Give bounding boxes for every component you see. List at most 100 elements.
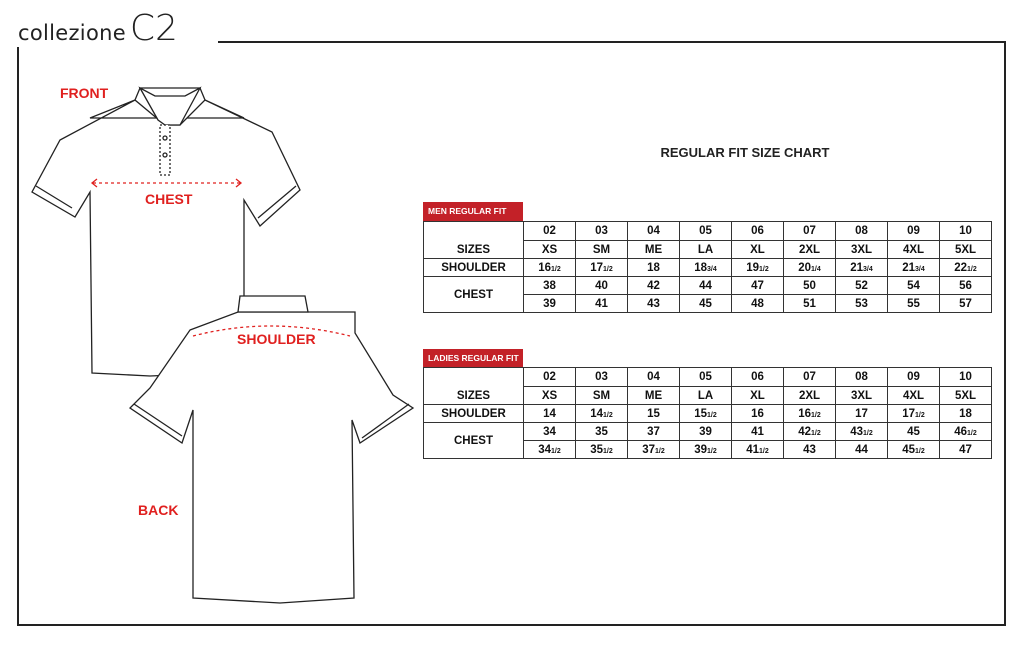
men-table-tag: MEN REGULAR FIT [423,202,523,221]
size-code-cell: 10 [939,367,992,387]
size-code-cell: 03 [575,221,628,241]
fraction: 1/2 [863,429,873,437]
fraction: 1/2 [655,447,665,455]
chest-label: CHEST [145,191,193,207]
frame-left [17,47,19,626]
chest-max-cell: 411/2 [731,440,784,459]
chest-min-cell: 461/2 [939,422,992,441]
size-cell: 5XL [939,240,992,259]
chest-min-cell: 54 [887,276,940,295]
chest-max-cell: 51 [783,294,836,313]
size-cell: XL [731,386,784,405]
chest-min-cell: 35 [575,422,628,441]
size-cell: XL [731,240,784,259]
fraction: 1/2 [551,265,561,273]
size-cell: 2XL [783,386,836,405]
shoulder-cell: 18 [627,258,680,277]
chest-max-cell: 43 [627,294,680,313]
shoulder-row: SHOULDER 14 141/2 15 151/2 16 161/2 17 171/2 18 [423,404,992,423]
size-cell: 3XL [835,386,888,405]
frame-bottom [17,624,1006,626]
size-cell: ME [627,240,680,259]
chest_max-row: 39 41 43 45 48 51 53 55 57 [424,294,992,313]
size-cell: SM [575,240,628,259]
fraction: 1/2 [967,429,977,437]
chest-min-cell: 56 [939,276,992,295]
shoulder-cell: 213/4 [887,258,940,277]
sizes-row: XS SM ME LA XL 2XL 3XL 4XL 5XL [424,386,992,405]
shoulder-cell: 16 [731,404,784,423]
fraction: 1/2 [967,265,977,273]
chest-max-cell: 341/2 [523,440,576,459]
chest-max-cell: 44 [835,440,888,459]
chest-row-header: CHEST [423,276,524,313]
chest-min-cell: 42 [627,276,680,295]
size-code-cell: 05 [679,221,732,241]
size-cell: 3XL [835,240,888,259]
size-cell: SM [575,386,628,405]
size-code-cell: 09 [887,367,940,387]
back-shirt [128,295,415,604]
shoulder-cell: 15 [627,404,680,423]
chest-max-cell: 45 [679,294,732,313]
sizes-row-header: SIZES [423,367,524,405]
size-cell: XS [523,240,576,259]
shoulder-cell: 191/2 [731,258,784,277]
chest-max-cell: 351/2 [575,440,628,459]
chest-min-cell: 34 [523,422,576,441]
fraction: 3/4 [863,265,873,273]
men-size-table: SIZES 02 03 04 05 06 07 08 09 10 XS SM ME LA XL 2XL 3XL 4… [423,221,992,313]
size-cell: ME [627,386,680,405]
chest-max-cell: 53 [835,294,888,313]
size-cell: LA [679,240,732,259]
chest-min-cell: 39 [679,422,732,441]
fraction: 1/2 [707,411,717,419]
ladies-table-tag: LADIES REGULAR FIT [423,349,523,368]
fraction: 1/2 [603,447,613,455]
chest-min-cell: 47 [731,276,784,295]
sizes-row: XS SM ME LA XL 2XL 3XL 4XL 5XL [424,240,992,259]
shoulder-cell: 161/2 [783,404,836,423]
chest-max-cell: 55 [887,294,940,313]
shoulder-cell: 171/2 [887,404,940,423]
size-cell: XS [523,386,576,405]
size-code-cell: 06 [731,367,784,387]
shoulder-cell: 171/2 [575,258,628,277]
fraction: 1/2 [915,411,925,419]
fraction: 1/2 [603,411,613,419]
chest-row-header: CHEST [423,422,524,459]
chest-max-cell: 43 [783,440,836,459]
size-code-cell: 03 [575,367,628,387]
size-code-cell: 02 [523,367,576,387]
size-code-cell: 10 [939,221,992,241]
fraction: 3/4 [707,265,717,273]
fraction: 1/2 [759,265,769,273]
brand-logo: collezione C2 [18,8,178,49]
size-code-cell: 08 [835,221,888,241]
fraction: 1/2 [915,447,925,455]
brand-mark: C2 [129,8,178,49]
shoulder-row-header: SHOULDER [423,404,524,423]
shoulder-row-header: SHOULDER [423,258,524,277]
chest-min-cell: 40 [575,276,628,295]
shoulder-cell: 183/4 [679,258,732,277]
fraction: 1/2 [811,429,821,437]
size-code-cell: 05 [679,367,732,387]
fraction: 3/4 [915,265,925,273]
chest-min-cell: 37 [627,422,680,441]
chest_max-row: 341/2 351/2 371/2 391/2 411/2 43 44 451/2 47 [424,440,992,459]
chest_min-row: CHEST 34 35 37 39 41 421/2 431/2 45 461/2 [423,422,992,459]
size-code-cell: 04 [627,221,680,241]
fraction: 1/2 [707,447,717,455]
fraction: 1/2 [603,265,613,273]
back-label: BACK [138,502,179,518]
shoulder-cell: 14 [523,404,576,423]
front-shirt [31,86,301,377]
chest-max-cell: 41 [575,294,628,313]
size-cell: 4XL [887,386,940,405]
size-code-cell: 02 [523,221,576,241]
shoulder-cell: 141/2 [575,404,628,423]
size-code-cell: 09 [887,221,940,241]
chest_min-row: CHEST 38 40 42 44 47 50 52 54 56 [423,276,992,313]
